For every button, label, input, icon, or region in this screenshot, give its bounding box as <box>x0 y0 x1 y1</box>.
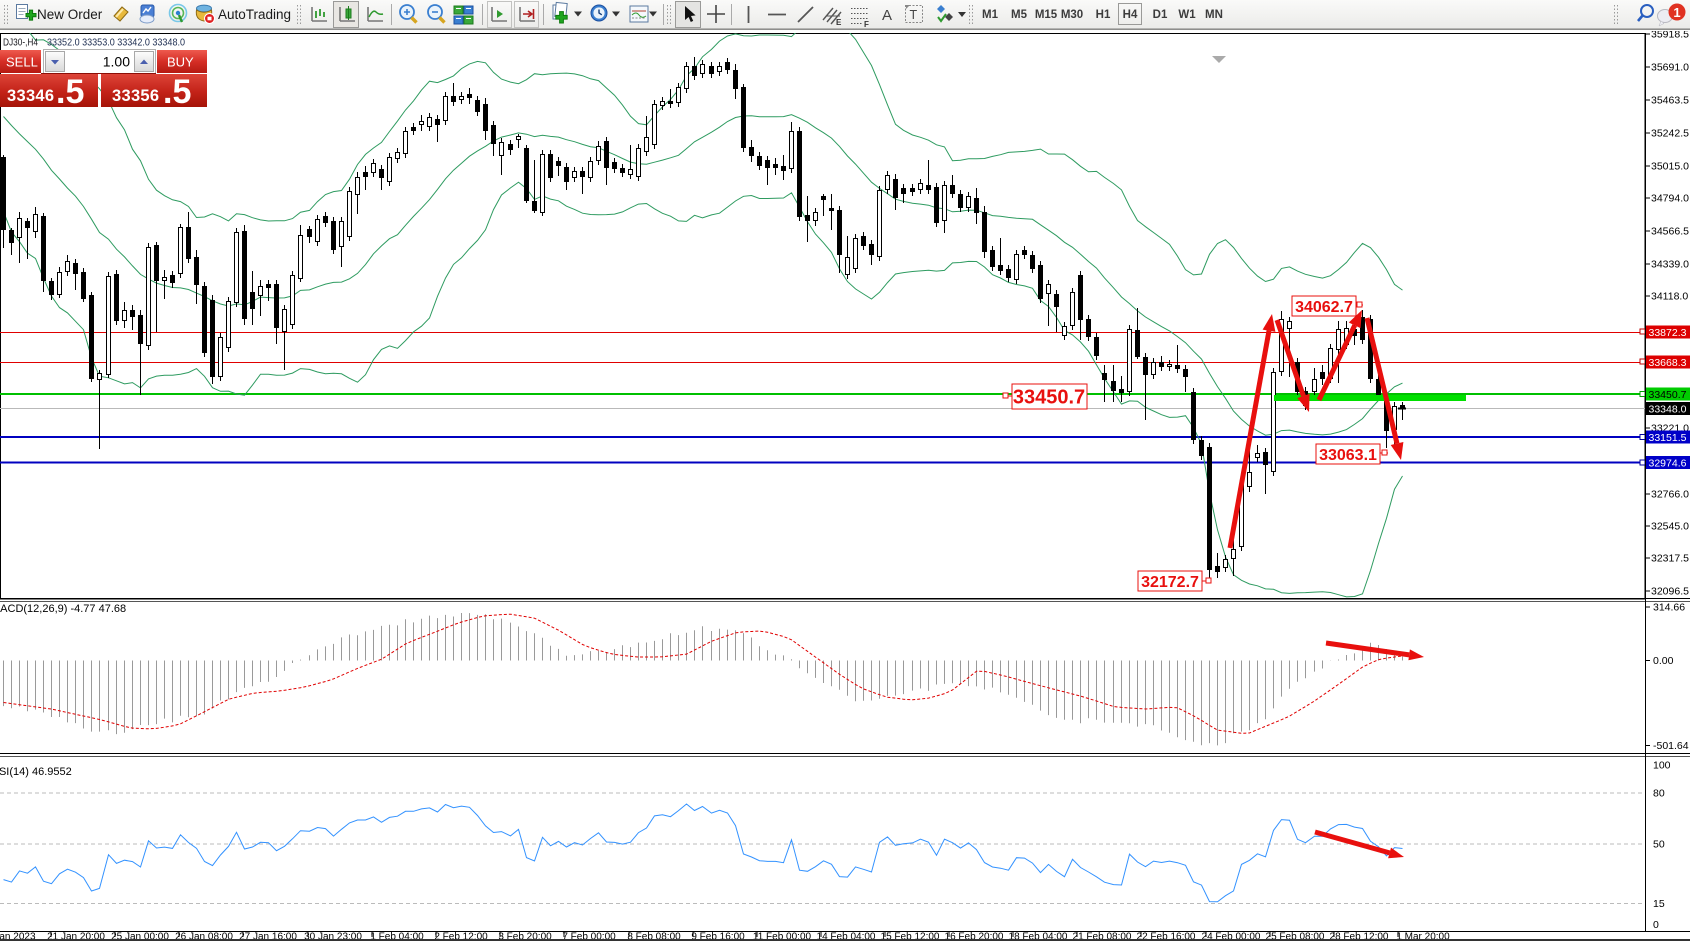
svg-text:32974.6: 32974.6 <box>1649 457 1687 469</box>
svg-text:34794.0: 34794.0 <box>1651 193 1689 205</box>
svg-text:1: 1 <box>1673 5 1680 20</box>
svg-text:32317.5: 32317.5 <box>1651 553 1689 565</box>
svg-text:MACD(12,26,9) -4.77 47.68: MACD(12,26,9) -4.77 47.68 <box>0 603 126 615</box>
svg-text:.5: .5 <box>163 73 191 111</box>
svg-text:33872.3: 33872.3 <box>1649 327 1687 339</box>
svg-text:A: A <box>882 7 892 24</box>
svg-text:1.00: 1.00 <box>103 54 130 70</box>
svg-text:35015.0: 35015.0 <box>1651 161 1689 173</box>
svg-text:2 Feb 12:00: 2 Feb 12:00 <box>434 932 488 941</box>
svg-text:M1: M1 <box>982 9 999 21</box>
svg-text:30 Jan 23:00: 30 Jan 23:00 <box>304 932 362 941</box>
svg-text:T: T <box>910 8 918 22</box>
svg-text:35918.5: 35918.5 <box>1651 29 1689 41</box>
svg-text:M5: M5 <box>1011 9 1028 21</box>
svg-text:8 Feb 08:00: 8 Feb 08:00 <box>627 932 681 941</box>
svg-text:3 Feb 20:00: 3 Feb 20:00 <box>498 932 552 941</box>
svg-text:33450.7: 33450.7 <box>1013 387 1085 409</box>
svg-text:100: 100 <box>1653 760 1671 772</box>
svg-text:25 Jan 00:00: 25 Jan 00:00 <box>111 932 169 941</box>
svg-text:25 Feb 08:00: 25 Feb 08:00 <box>1266 932 1325 941</box>
svg-text:33151.5: 33151.5 <box>1649 432 1687 444</box>
svg-text:16 Feb 20:00: 16 Feb 20:00 <box>945 932 1004 941</box>
svg-text:50: 50 <box>1653 839 1665 851</box>
svg-text:M15: M15 <box>1035 9 1058 21</box>
svg-text:H4: H4 <box>1123 9 1138 21</box>
svg-text:34062.7: 34062.7 <box>1295 299 1353 316</box>
svg-text:BUY: BUY <box>167 55 194 70</box>
svg-text:32545.0: 32545.0 <box>1651 521 1689 533</box>
svg-text:33356: 33356 <box>112 87 159 105</box>
svg-text:34339.0: 34339.0 <box>1651 259 1689 271</box>
svg-text:MN: MN <box>1205 9 1223 21</box>
svg-text:1 Feb 04:00: 1 Feb 04:00 <box>370 932 424 941</box>
svg-text:.5: .5 <box>56 73 84 111</box>
svg-text:9 Feb 16:00: 9 Feb 16:00 <box>691 932 745 941</box>
svg-text:E: E <box>836 18 842 27</box>
svg-text:33450.7: 33450.7 <box>1649 389 1687 401</box>
svg-text:15: 15 <box>1653 898 1665 910</box>
svg-text:F: F <box>864 20 869 29</box>
svg-text:33352.0 33353.0 33342.0 33348.: 33352.0 33353.0 33342.0 33348.0 <box>47 37 185 49</box>
svg-text:AutoTrading: AutoTrading <box>218 7 291 22</box>
svg-text:33346: 33346 <box>7 87 54 105</box>
svg-text:0: 0 <box>1653 919 1659 931</box>
svg-text:32766.0: 32766.0 <box>1651 489 1689 501</box>
svg-text:33668.3: 33668.3 <box>1649 357 1687 369</box>
svg-text:24 Feb 00:00: 24 Feb 00:00 <box>1202 932 1261 941</box>
svg-text:DJ30-,H4: DJ30-,H4 <box>3 37 38 49</box>
svg-text:21 Feb 08:00: 21 Feb 08:00 <box>1073 932 1132 941</box>
svg-text:33348.0: 33348.0 <box>1649 403 1687 415</box>
svg-text:1 Mar 20:00: 1 Mar 20:00 <box>1396 932 1450 941</box>
svg-text:80: 80 <box>1653 788 1665 800</box>
svg-text:19 Jan 2023: 19 Jan 2023 <box>0 932 36 941</box>
svg-text:18 Feb 04:00: 18 Feb 04:00 <box>1009 932 1068 941</box>
svg-text:14 Feb 04:00: 14 Feb 04:00 <box>817 932 876 941</box>
svg-text:H1: H1 <box>1096 9 1111 21</box>
svg-text:M30: M30 <box>1061 9 1083 21</box>
svg-text:34118.0: 34118.0 <box>1651 291 1688 303</box>
svg-text:11 Feb 00:00: 11 Feb 00:00 <box>753 932 812 941</box>
svg-text:21 Jan 20:00: 21 Jan 20:00 <box>47 932 105 941</box>
svg-text:SELL: SELL <box>6 55 38 70</box>
svg-text:35463.5: 35463.5 <box>1651 95 1689 107</box>
svg-text:15 Feb 12:00: 15 Feb 12:00 <box>881 932 940 941</box>
svg-text:D1: D1 <box>1153 9 1168 21</box>
svg-text:34566.5: 34566.5 <box>1651 226 1689 238</box>
svg-text:-501.64: -501.64 <box>1653 740 1689 752</box>
svg-text:W1: W1 <box>1178 9 1196 21</box>
svg-text:New Order: New Order <box>37 7 103 22</box>
svg-text:27 Jan 16:00: 27 Jan 16:00 <box>239 932 297 941</box>
svg-text:26 Jan 08:00: 26 Jan 08:00 <box>175 932 233 941</box>
svg-text:22 Feb 16:00: 22 Feb 16:00 <box>1137 932 1196 941</box>
svg-text:28 Feb 12:00: 28 Feb 12:00 <box>1330 932 1389 941</box>
svg-text:7 Feb 00:00: 7 Feb 00:00 <box>562 932 616 941</box>
svg-text:RSI(14) 46.9552: RSI(14) 46.9552 <box>0 766 72 778</box>
svg-text:314.66: 314.66 <box>1653 602 1685 614</box>
svg-text:35242.5: 35242.5 <box>1651 128 1689 140</box>
svg-text:32172.7: 32172.7 <box>1141 574 1199 591</box>
svg-text:32096.5: 32096.5 <box>1651 586 1689 598</box>
svg-text:35691.0: 35691.0 <box>1651 62 1689 74</box>
svg-text:0.00: 0.00 <box>1653 655 1674 667</box>
svg-text:33063.1: 33063.1 <box>1319 447 1377 464</box>
